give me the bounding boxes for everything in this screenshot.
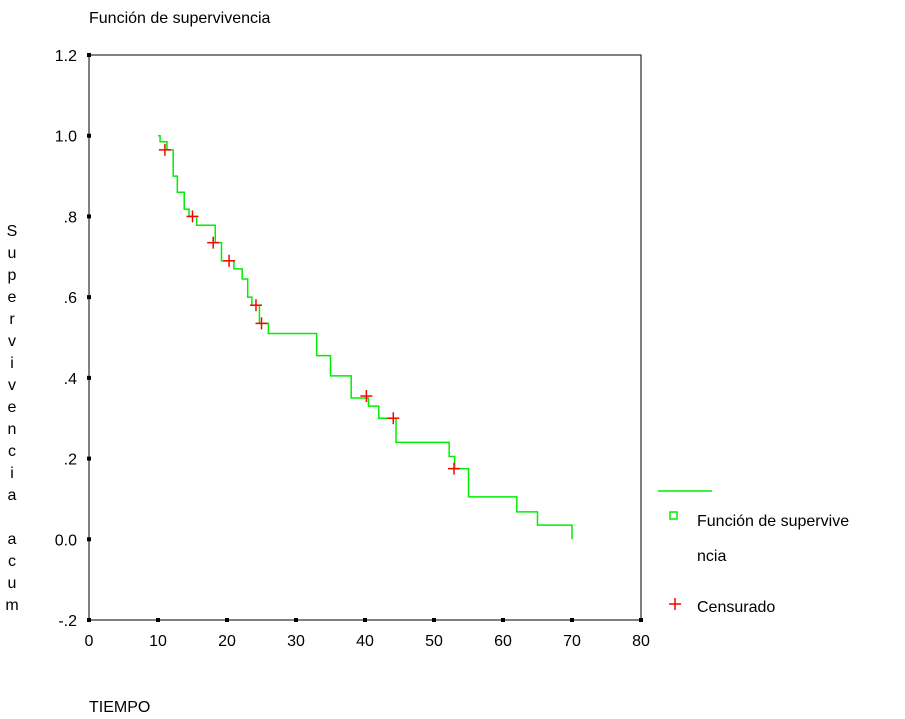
y-label-letter: v: [8, 333, 16, 350]
y-tick: [87, 53, 91, 57]
x-tick-label: 20: [218, 633, 236, 650]
survival-step-line: [158, 134, 573, 540]
y-label-letter: e: [8, 399, 17, 416]
y-label-letter: a: [8, 487, 17, 504]
y-tick-label: .4: [64, 371, 77, 388]
x-tick: [87, 618, 91, 622]
x-tick-label: 80: [632, 633, 650, 650]
chart-title: Función de supervivencia: [89, 10, 271, 27]
legend-censored-marker: [669, 598, 681, 610]
y-tick: [87, 537, 91, 542]
y-label-letter: r: [9, 311, 15, 328]
x-tick: [639, 618, 643, 622]
y-tick-label: 0.0: [55, 532, 77, 549]
y-tick: [87, 375, 91, 380]
y-tick-label: 1.2: [55, 48, 77, 65]
censored-marker: [387, 412, 400, 425]
x-tick-label: 40: [356, 633, 374, 650]
y-tick-label: 1.0: [55, 129, 77, 146]
y-label-letter: p: [8, 267, 17, 284]
x-tick: [156, 618, 160, 622]
y-label-letter: u: [8, 575, 17, 592]
y-tick-label: .2: [64, 452, 77, 469]
censored-marker: [223, 254, 236, 267]
y-label-letter: c: [8, 443, 16, 460]
legend-censored-label: Censurado: [697, 599, 775, 616]
x-axis: 0 10 20 30 40 50 60 70 80: [85, 618, 650, 650]
x-tick: [432, 618, 436, 622]
y-tick-label: .6: [64, 290, 77, 307]
x-tick: [501, 618, 505, 622]
y-label-letter: i: [10, 465, 14, 482]
censored-marker: [207, 236, 220, 249]
legend: Función de supervive ncia Censurado: [658, 490, 849, 616]
legend-survival-label-line1: Función de supervive: [697, 513, 849, 530]
y-label-letter: u: [8, 245, 17, 262]
y-label-letter: e: [8, 289, 17, 306]
x-tick-label: 60: [494, 633, 512, 650]
x-tick-label: 30: [287, 633, 305, 650]
censored-marker: [360, 390, 373, 403]
x-tick: [570, 618, 574, 622]
x-axis-label: TIEMPO: [89, 699, 150, 716]
plot-frame: [88, 54, 642, 621]
legend-survival-marker: [669, 511, 678, 520]
censored-marker: [158, 143, 171, 156]
y-label-letter: i: [10, 355, 14, 372]
series-layer: [158, 134, 573, 540]
y-tick: [87, 133, 91, 138]
x-tick: [363, 618, 367, 622]
y-axis: -.2 0.0 .2 .4 .6 .8 1.0 1.2: [55, 48, 91, 630]
censored-marker: [249, 299, 262, 312]
y-tick: [87, 456, 91, 461]
x-tick-label: 70: [563, 633, 581, 650]
x-tick: [225, 618, 229, 622]
y-label-letter: m: [5, 597, 18, 614]
censored-marker: [448, 462, 461, 475]
y-tick: [87, 214, 91, 219]
x-tick: [294, 618, 298, 622]
y-label-letter: v: [8, 377, 16, 394]
y-label-letter: a: [8, 531, 17, 548]
y-tick-label: .8: [64, 209, 77, 226]
legend-survival-label-line2: ncia: [697, 548, 726, 565]
x-tick-label: 10: [149, 633, 167, 650]
censored-marker: [186, 210, 199, 223]
y-tick: [87, 295, 91, 300]
x-tick-label: 0: [85, 633, 94, 650]
y-label-letter: n: [8, 421, 17, 438]
x-tick-label: 50: [425, 633, 443, 650]
y-label-letter: S: [7, 223, 18, 240]
censored-marker: [255, 317, 268, 330]
y-tick-label: -.2: [58, 613, 77, 630]
y-label-letter: c: [8, 553, 16, 570]
